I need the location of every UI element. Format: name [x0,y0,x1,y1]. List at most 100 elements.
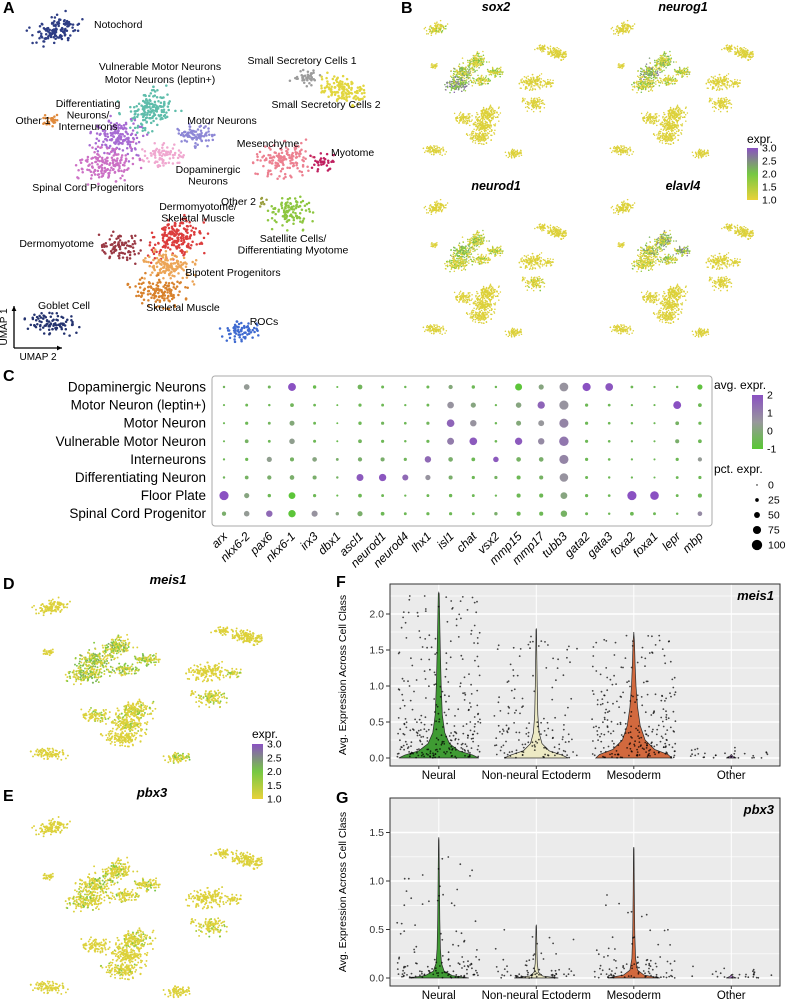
cluster-label: Motor Neurons [187,115,256,127]
legend-tick-label: 2.5 [762,156,777,168]
dotplot-dot [268,403,271,407]
dotplot-dot [653,422,656,425]
dotplot-dot [538,384,544,390]
dotplot-dot [267,475,272,480]
dotplot-dot [516,511,521,516]
cluster-label: Small Secretory Cells 1 [247,55,356,67]
dotplot-dot [630,511,634,516]
dotplot-dot [673,401,682,410]
cluster-label: Skeletal Muscle [146,302,220,314]
dotplot-dot [653,512,656,516]
dotplot-dot [675,457,679,461]
dotplot-dot [289,438,295,445]
legend-tick-label: 2.5 [267,752,282,764]
panel-d-feature-umap-meis1: meis1 [29,572,263,764]
dotplot-gene-label: lhx1 [409,529,434,554]
y-tick-label: 0.0 [369,973,384,985]
dotplot-dot [266,510,273,517]
dotplot-row-label: Motor Neuron (leptin+) [71,398,206,413]
dotplot-row-label: Dopaminergic Neurons [68,380,206,395]
dotplot-dot [222,476,226,479]
dotplot-dot [494,475,498,480]
dotplot-dot [514,437,523,445]
dotplot-row-label: Vulnerable Motor Neuron [56,434,206,449]
dotplot-gene-label: mbp [680,529,707,556]
dotplot-dot [559,418,569,428]
dotplot-dot [653,476,656,479]
dotplot-dot [404,440,407,443]
dotplot-dot [675,385,679,389]
feature-points-sox2 [422,19,567,159]
x-category-label: Non-neural Ectoderm [482,990,591,1002]
pct-size-dot [752,525,762,535]
dotplot-dot [630,476,634,479]
dotplot-dot [219,491,229,501]
dotplot-dot [289,457,295,462]
dotplot-dot [222,458,226,461]
dotplot-dot [494,494,498,497]
dotplot-dot [289,420,295,426]
dotplot-dot [357,457,363,462]
dotplot-gene-label: chat [453,529,479,555]
expr-legend-title: expr. [747,132,773,146]
dotplot-dot [378,473,387,482]
legend-tick-label: 2.0 [762,169,777,181]
cluster-label: Differentiating [56,98,121,110]
dotplot-dot [404,385,407,389]
y-tick-label: 2.0 [369,609,384,621]
dotplot-dot [653,440,656,443]
dotplot-dot [559,454,569,464]
dotplot-row-label: Interneurons [130,452,206,467]
feature-points-elavl4 [609,198,754,338]
dotplot-dot [449,512,453,516]
dotplot-row-label: Differentiating Neuron [75,470,206,485]
pct-tick-label: 50 [768,510,780,522]
dotplot-dot [267,493,271,498]
dotplot-dot [222,404,226,407]
cluster-label: Small Secretory Cells 2 [271,99,380,111]
dotplot-dot [381,385,385,389]
dotplot-dot [585,494,589,498]
dotplot-dot [559,473,569,482]
dotplot-dot [471,475,475,480]
dotplot-dot [653,404,656,407]
dotplot-dot [222,422,226,425]
pct-tick-label: 100 [768,540,786,552]
dotplot-dot [267,439,271,443]
legend-tick-label: 1.5 [762,182,777,194]
dotplot-dot [539,511,544,516]
dotplot-row-label: Motor Neuron [123,416,206,431]
dotplot-dot [267,385,271,389]
pct-tick-label: 25 [768,495,780,507]
dotplot-dot [426,403,430,407]
x-category-label: Other [717,990,746,1002]
pct-size-dot [756,484,758,486]
dotplot-dot [675,512,679,515]
dotplot-dot [312,475,317,480]
dotplot-dot [447,437,455,445]
dotplot-dot [516,493,521,498]
feature-title-pbx3: pbx3 [136,785,168,800]
dotplot-dot [630,385,634,389]
feature-points-pbx3 [29,816,263,999]
dotplot-dot [698,439,702,444]
dotplot-dot [313,439,317,443]
dotplot-dot [650,491,659,500]
panel-b-letter: B [401,0,413,17]
cluster-label: Vulnerable Motor Neurons [99,61,221,73]
cluster-label: Bipotent Progenitors [185,267,280,279]
dotplot-gene-label: dbx1 [315,529,343,557]
dotplot-dot [426,385,430,389]
cluster-label: Satellite Cells/ [260,233,327,245]
dotplot-gene-label: foxa1 [630,529,661,560]
avg-expr-legend-title: avg. expr. [714,378,766,392]
dotplot-dot [380,511,385,516]
dotplot-dot [288,492,296,499]
dotplot-dot [243,384,250,390]
panel-border [389,583,781,767]
legend-tick-label: -1 [767,444,776,456]
dotplot-dot [380,457,385,462]
cluster-label: Notochord [94,19,143,31]
dotplot-dot [357,384,363,390]
